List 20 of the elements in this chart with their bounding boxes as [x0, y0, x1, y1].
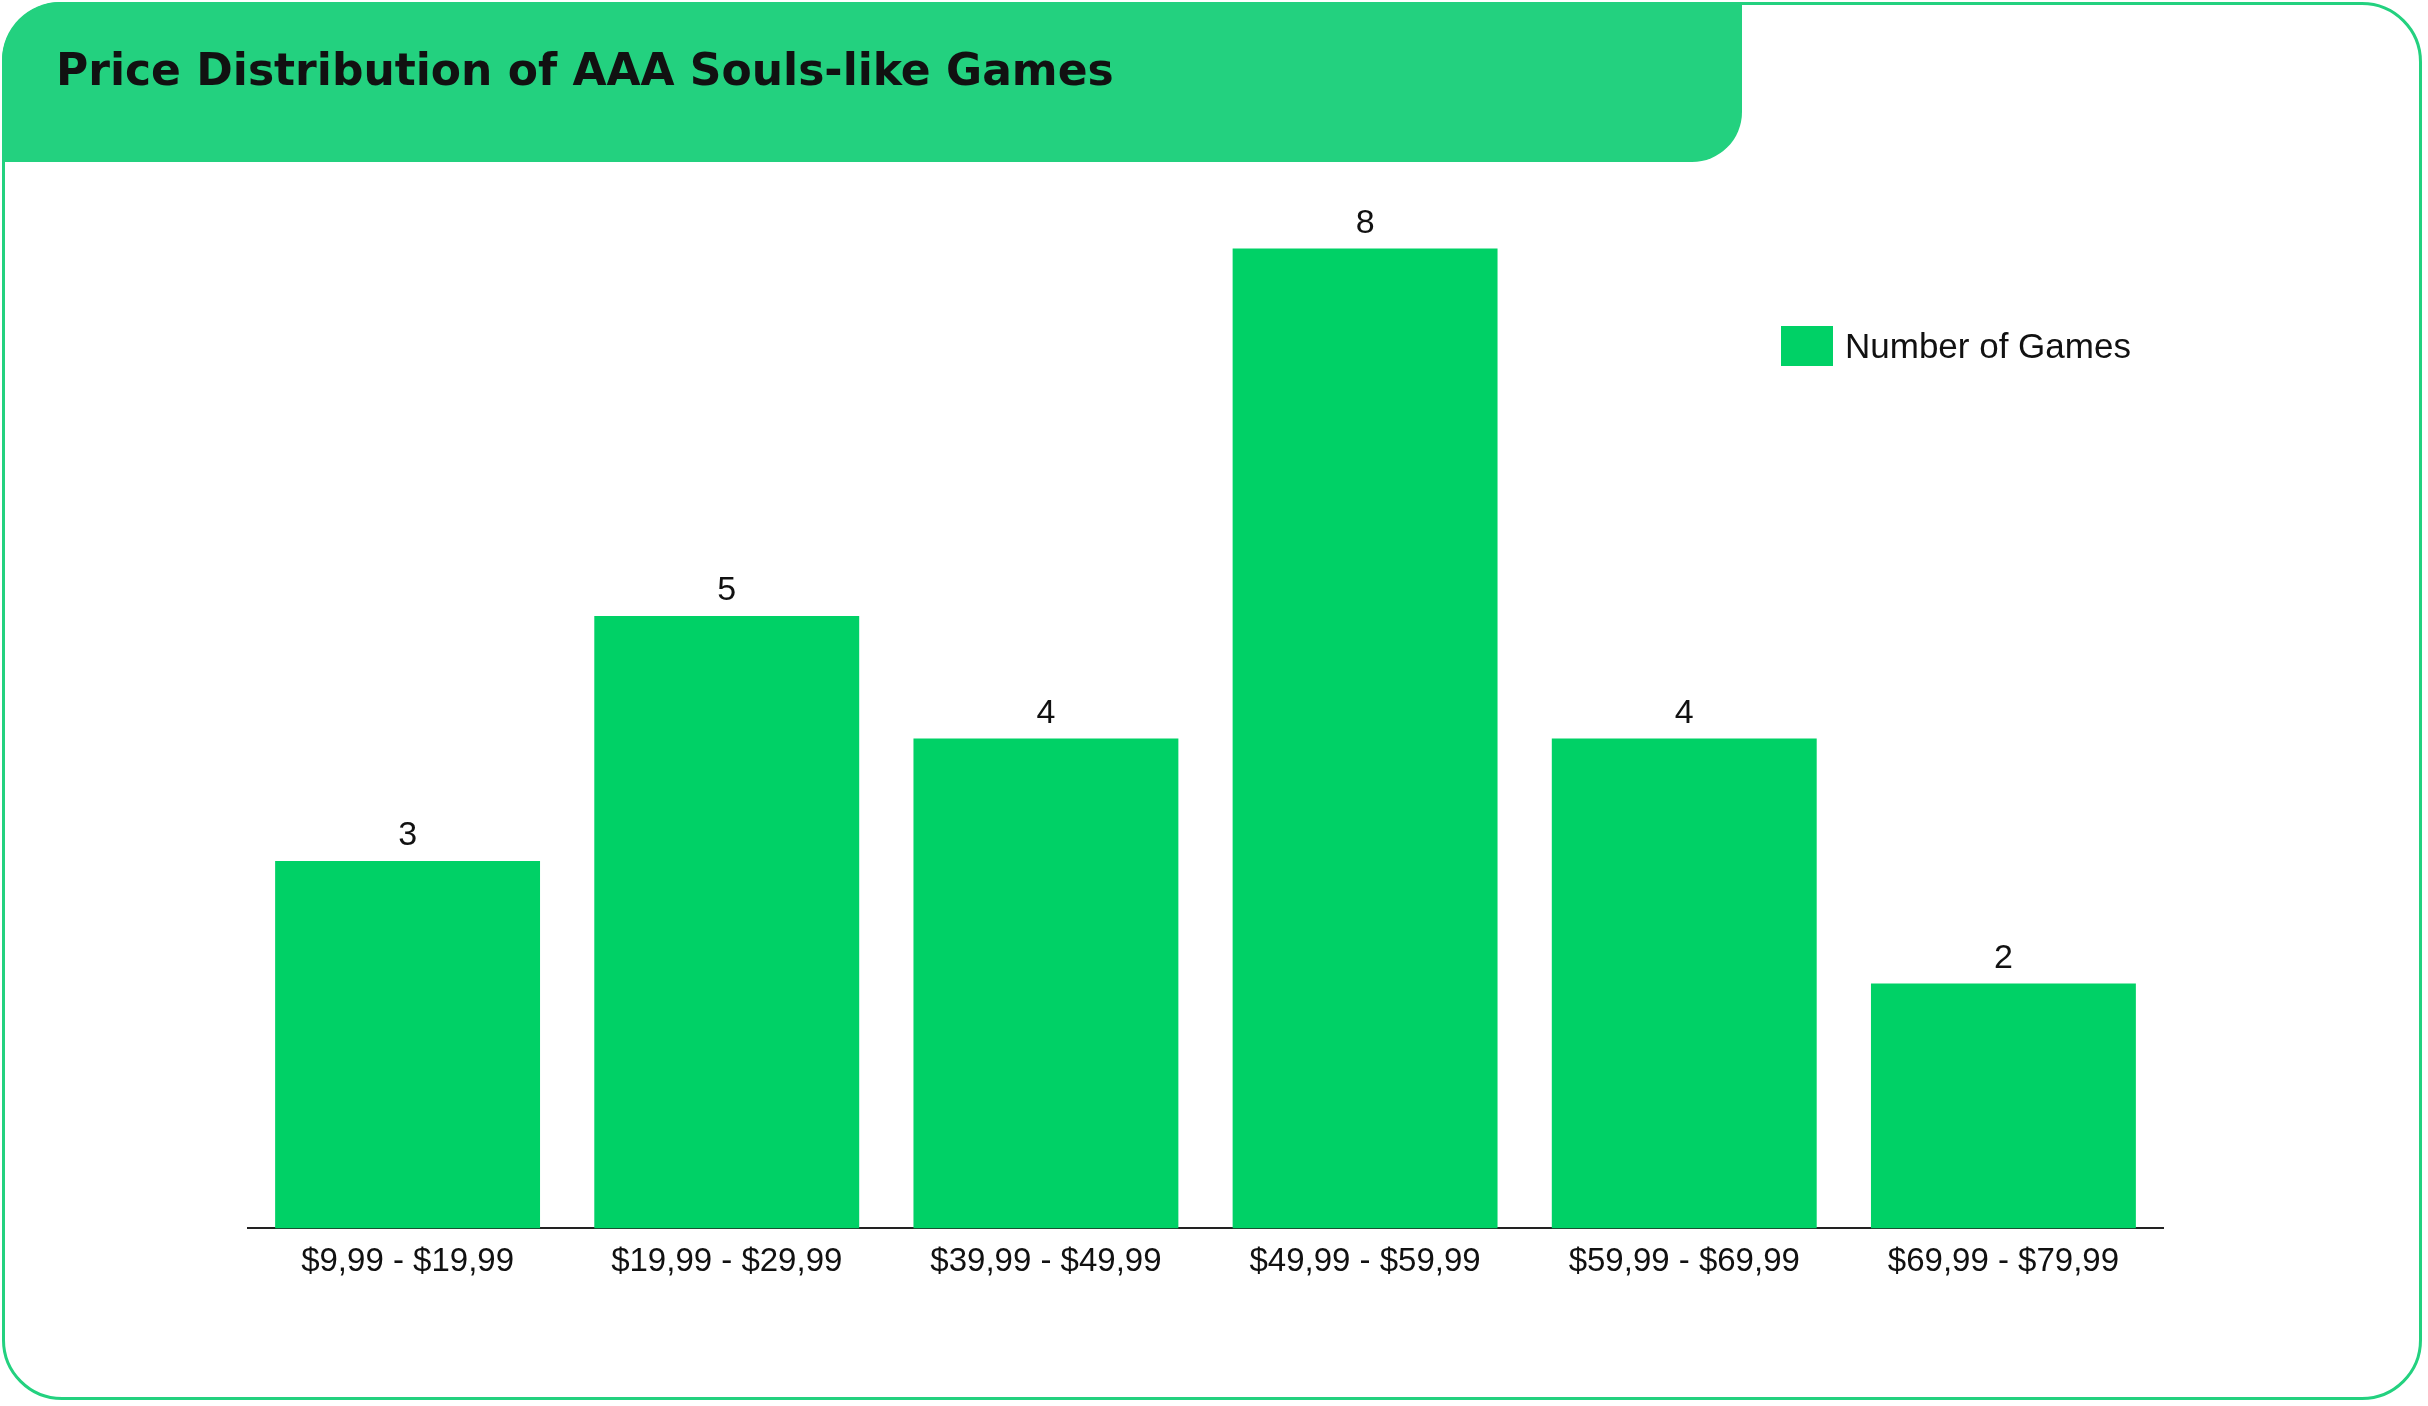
data-label: 8	[1355, 201, 1375, 240]
x-tick-label: $59,99 - $69,99	[1568, 1241, 1800, 1279]
x-tick-label: $39,99 - $49,99	[930, 1241, 1162, 1279]
chart-title: Price Distribution of AAA Souls-like Games	[56, 44, 1114, 95]
legend-label: Number of Games	[1845, 326, 2131, 366]
data-label: 4	[1036, 691, 1056, 730]
data-label: 3	[398, 814, 418, 853]
bar	[1551, 738, 1817, 1229]
bar	[275, 860, 541, 1229]
bar	[594, 615, 860, 1229]
data-label: 5	[717, 569, 737, 608]
bar	[913, 738, 1179, 1229]
x-tick-label: $49,99 - $59,99	[1249, 1241, 1481, 1279]
bar	[1870, 983, 2136, 1229]
x-tick-label: $19,99 - $29,99	[611, 1241, 843, 1279]
x-tick-label: $69,99 - $79,99	[1887, 1241, 2120, 1279]
x-tick-label: $9,99 - $19,99	[301, 1241, 515, 1279]
bar	[1232, 248, 1498, 1229]
data-label: 2	[1993, 936, 2013, 975]
data-label: 4	[1674, 691, 1694, 730]
